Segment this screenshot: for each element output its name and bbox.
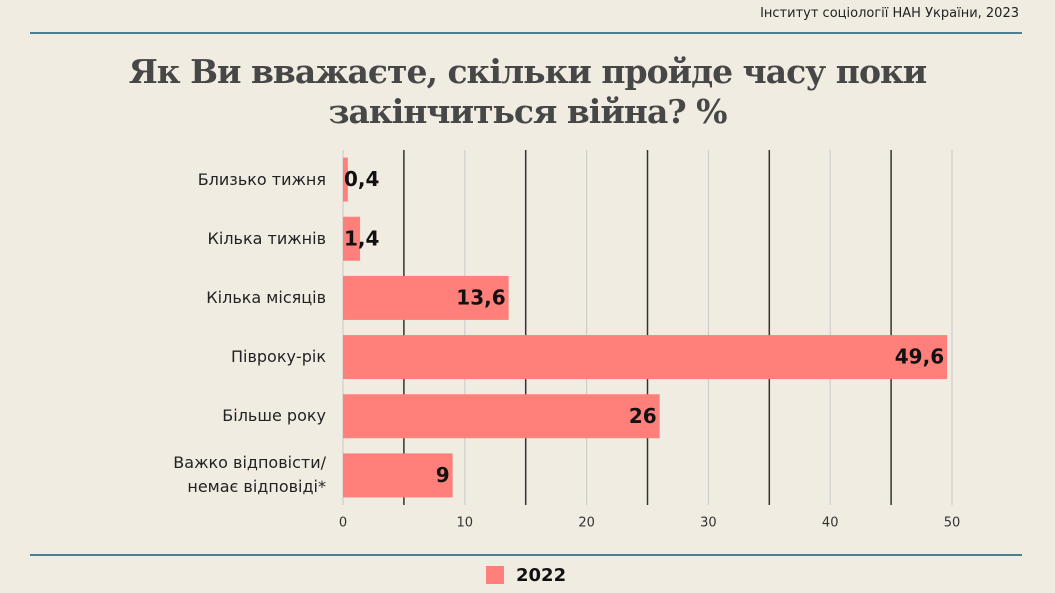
chart-title: Як Ви вважаєте, скільки пройде часу поки… (128, 52, 928, 131)
bar (343, 453, 453, 498)
bar (343, 216, 361, 261)
x-tick-label: 40 (822, 516, 839, 531)
category-label: Півроку-рік (230, 347, 326, 367)
bar (343, 275, 509, 320)
source: Інститут соціології НАН України, 2023 (760, 6, 1019, 21)
category-label: Близько тижня (197, 169, 326, 189)
bar (343, 394, 660, 439)
category-label: Кілька місяців (206, 287, 326, 307)
value-label: 9 (436, 463, 450, 487)
category-label: Більше року (222, 406, 326, 426)
bar (343, 157, 348, 202)
x-tick-label: 0 (339, 516, 347, 531)
legend-label: 2022 (516, 565, 566, 586)
legend-swatch (486, 566, 504, 584)
x-tick-label: 30 (700, 516, 717, 531)
category-label: Важко відповісти/ немає відповіді* (173, 453, 326, 497)
category-label: Кілька тижнів (207, 228, 326, 248)
value-label: 1,4 (344, 226, 379, 250)
value-label: 26 (629, 404, 657, 428)
value-label: 13,6 (456, 285, 505, 309)
bar (343, 335, 948, 380)
x-tick-label: 10 (457, 516, 474, 531)
x-tick-label: 50 (944, 516, 961, 531)
value-label: 0,4 (344, 167, 379, 191)
x-tick-label: 20 (578, 516, 595, 531)
value-label: 49,6 (895, 345, 944, 369)
